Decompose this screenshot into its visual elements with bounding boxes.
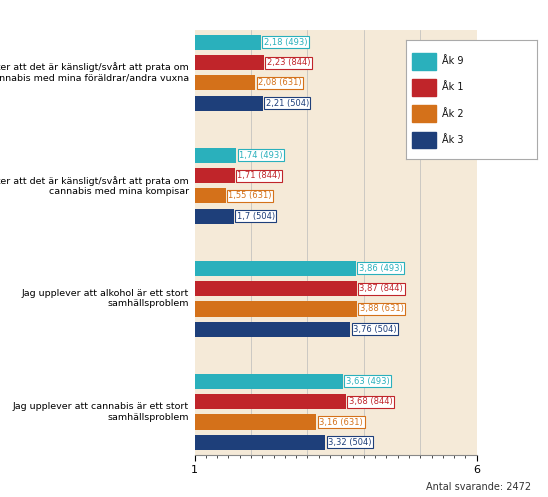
Bar	[195, 188, 226, 203]
Text: 3,76 (504): 3,76 (504)	[353, 325, 397, 334]
Text: 1,55 (631): 1,55 (631)	[229, 191, 272, 200]
Bar	[412, 53, 436, 70]
Bar	[195, 302, 357, 317]
Bar	[195, 322, 350, 337]
Bar	[195, 168, 235, 183]
Bar	[195, 281, 357, 296]
Text: 3,68 (844): 3,68 (844)	[349, 397, 392, 406]
Text: 3,32 (504): 3,32 (504)	[328, 438, 372, 447]
Text: Åk 1: Åk 1	[442, 83, 464, 92]
Text: Antal svarande: 2472: Antal svarande: 2472	[426, 482, 532, 492]
Bar	[195, 374, 343, 389]
Bar	[412, 132, 436, 148]
Bar	[195, 55, 264, 70]
Text: 1,71 (844): 1,71 (844)	[237, 171, 281, 180]
Bar	[195, 35, 261, 50]
Text: Åk 2: Åk 2	[442, 109, 464, 119]
Bar	[195, 435, 326, 450]
Text: Åk 9: Åk 9	[442, 56, 464, 66]
Bar	[195, 148, 236, 163]
Text: 1,74 (493): 1,74 (493)	[239, 151, 283, 160]
Bar	[195, 76, 255, 90]
Text: 3,16 (631): 3,16 (631)	[319, 417, 363, 426]
Text: 2,08 (631): 2,08 (631)	[258, 79, 302, 87]
Bar	[412, 105, 436, 122]
Text: 3,63 (493): 3,63 (493)	[346, 377, 390, 386]
Bar	[195, 414, 316, 429]
Text: 2,21 (504): 2,21 (504)	[266, 99, 309, 108]
Text: 1,7 (504): 1,7 (504)	[237, 212, 275, 221]
Text: 2,18 (493): 2,18 (493)	[264, 38, 307, 47]
Bar	[195, 261, 356, 276]
Bar	[195, 96, 263, 111]
Text: Åk 3: Åk 3	[442, 135, 464, 145]
Text: 3,87 (844): 3,87 (844)	[359, 284, 403, 293]
Bar	[195, 394, 346, 409]
Text: 3,88 (631): 3,88 (631)	[360, 305, 404, 314]
Text: Ej kategoriseringsbara: Ej kategoriseringsbara	[4, 4, 161, 18]
Text: 3,86 (493): 3,86 (493)	[359, 264, 403, 273]
Bar	[412, 79, 436, 96]
Bar	[195, 209, 234, 224]
Text: 2,23 (844): 2,23 (844)	[267, 58, 310, 67]
